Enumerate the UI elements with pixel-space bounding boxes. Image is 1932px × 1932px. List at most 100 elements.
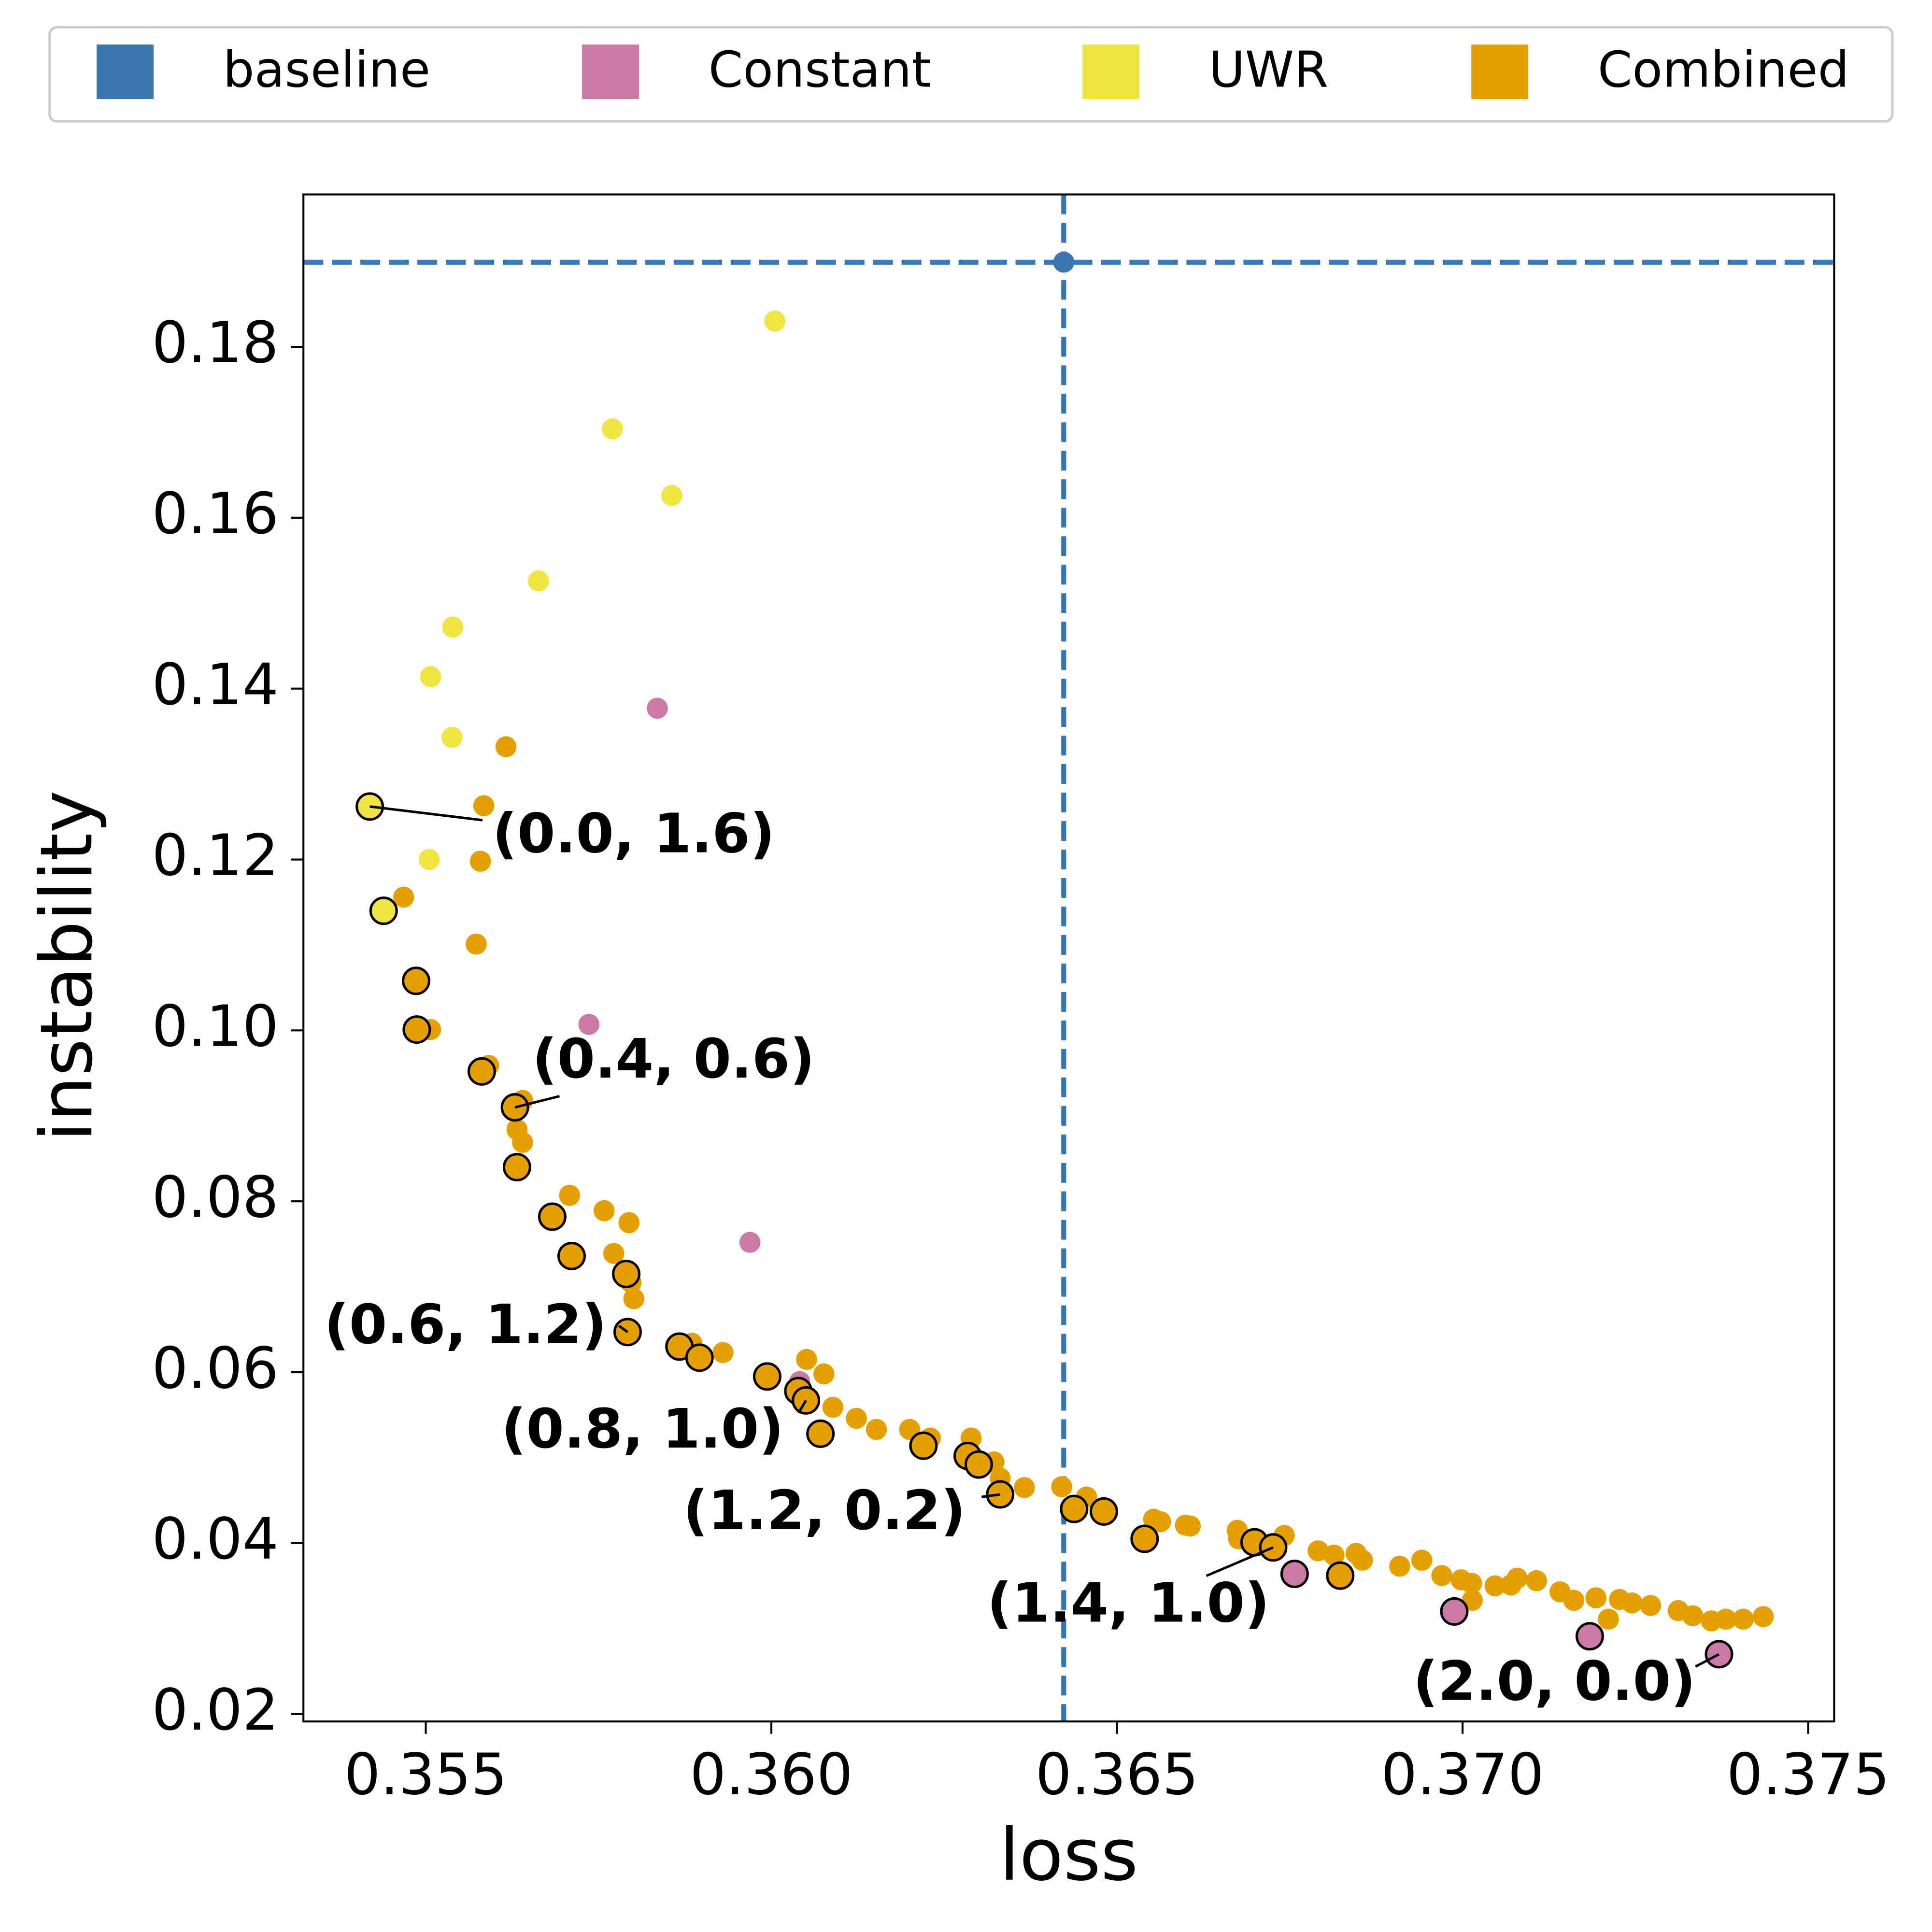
legend-label: baseline xyxy=(223,42,431,99)
legend-swatch xyxy=(582,44,639,99)
scatter-point xyxy=(822,1396,844,1418)
x-tick-label: 0.360 xyxy=(690,1741,853,1807)
scatter-point xyxy=(806,1419,835,1448)
x-tick-label: 0.370 xyxy=(1381,1741,1544,1807)
scatter-point xyxy=(618,1212,640,1234)
legend-label: UWR xyxy=(1209,42,1329,99)
scatter-point xyxy=(764,311,785,332)
scatter-point xyxy=(369,896,398,925)
y-tick-label: 0.04 xyxy=(152,1506,279,1572)
annotation-arrow xyxy=(1695,1653,1720,1668)
scatter-point xyxy=(466,933,487,955)
scatter-point xyxy=(557,1241,586,1270)
scatter-point xyxy=(473,795,495,816)
scatter-point xyxy=(603,1243,625,1264)
annotation-arrow xyxy=(1206,1546,1274,1577)
scatter-point xyxy=(1307,1540,1329,1562)
x-tick-label: 0.355 xyxy=(344,1741,508,1807)
scatter-point xyxy=(593,1200,615,1222)
scatter-point xyxy=(467,1057,496,1086)
scatter-point xyxy=(1351,1549,1373,1571)
annotation-arrow xyxy=(618,1324,628,1333)
y-tick-label: 0.12 xyxy=(152,823,279,889)
scatter-point xyxy=(866,1419,887,1440)
scatter-point xyxy=(418,849,440,870)
scatter-point xyxy=(401,966,430,995)
annotation-label: (0.8, 1.0) xyxy=(501,1397,784,1461)
x-tick-label: 0.365 xyxy=(1036,1741,1199,1807)
scatter-point xyxy=(739,1232,761,1253)
scatter-point xyxy=(712,1342,734,1364)
scatter-point xyxy=(1715,1608,1737,1630)
scatter-point xyxy=(846,1407,867,1429)
annotation-arrow xyxy=(797,1400,807,1414)
legend-swatch xyxy=(1082,44,1139,99)
legend-swatch xyxy=(1471,44,1529,99)
scatter-point xyxy=(986,1480,1015,1509)
y-tick-label: 0.02 xyxy=(152,1677,279,1743)
y-tick-label: 0.16 xyxy=(152,481,279,547)
scatter-point xyxy=(1621,1592,1643,1614)
legend-swatch xyxy=(97,44,154,99)
scatter-point xyxy=(1060,1494,1089,1523)
legend-box xyxy=(48,26,1894,123)
annotation-label: (2.0, 0.0) xyxy=(1413,1649,1696,1713)
scatter-point xyxy=(441,726,463,748)
scatter-point xyxy=(1585,1587,1607,1608)
scatter-point xyxy=(469,851,491,872)
scatter-point xyxy=(661,485,682,506)
scatter-point xyxy=(1051,1476,1072,1497)
y-tick-label: 0.08 xyxy=(152,1164,279,1230)
scatter-point xyxy=(420,666,441,687)
scatter-point xyxy=(813,1363,835,1385)
scatter-point xyxy=(402,1015,431,1044)
scatter-point xyxy=(512,1132,533,1153)
scatter-point xyxy=(1150,1511,1171,1533)
scatter-point xyxy=(964,1450,993,1479)
scatter-point xyxy=(753,1362,781,1391)
scatter-point xyxy=(647,697,668,719)
scatter-point xyxy=(1484,1575,1506,1597)
scatter-point xyxy=(1326,1561,1355,1590)
scatter-point xyxy=(1575,1622,1604,1651)
scatter-point xyxy=(1461,1573,1482,1594)
scatter-point xyxy=(1563,1590,1585,1611)
annotation-arrow xyxy=(981,1493,1001,1498)
scatter-point xyxy=(1506,1567,1528,1589)
scatter-point xyxy=(1323,1544,1345,1566)
y-tick-label: 0.14 xyxy=(152,652,279,718)
scatter-point xyxy=(602,418,623,440)
scatter-point xyxy=(1389,1555,1410,1577)
scatter-point xyxy=(685,1343,714,1372)
scatter-point xyxy=(909,1431,938,1460)
scatter-point xyxy=(1733,1608,1754,1630)
scatter-point xyxy=(442,616,464,638)
scatter-point xyxy=(1640,1595,1662,1616)
scatter-point xyxy=(612,1260,640,1289)
annotation-label: (1.4, 1.0) xyxy=(987,1571,1270,1635)
scatter-point xyxy=(1014,1477,1035,1498)
axes-frame xyxy=(302,193,1835,1723)
y-tick-label: 0.18 xyxy=(152,310,279,376)
scatter-point xyxy=(527,570,549,592)
scatter-point xyxy=(502,1152,531,1181)
annotation-arrow xyxy=(514,1095,560,1109)
legend-label: Constant xyxy=(709,42,931,99)
annotation-label: (0.6, 1.2) xyxy=(324,1293,607,1356)
scatter-point xyxy=(1280,1560,1309,1589)
scatter-point xyxy=(1179,1515,1201,1537)
scatter-point xyxy=(613,1318,642,1347)
annotation-label: (0.0, 1.6) xyxy=(492,802,775,866)
scatter-point xyxy=(1752,1606,1774,1627)
scatter-point xyxy=(495,736,517,757)
x-axis-label: loss xyxy=(999,1814,1138,1897)
scatter-point xyxy=(1440,1597,1469,1626)
annotation-arrow xyxy=(369,805,483,822)
scatter-point xyxy=(1089,1497,1118,1526)
scatter-point xyxy=(796,1349,817,1370)
scatter-point xyxy=(1682,1605,1704,1627)
scatter-point xyxy=(578,1014,600,1035)
scatter-point xyxy=(1526,1570,1548,1591)
